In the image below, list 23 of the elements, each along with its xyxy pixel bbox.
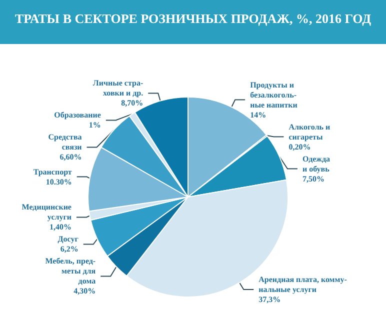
- data-label: 8,70%: [121, 98, 144, 108]
- slice-label: Алкоголь и сигареты: [288, 122, 331, 142]
- data-label: 4,30%: [74, 286, 96, 296]
- slice-label: Транспорт: [33, 167, 72, 176]
- data-label: 1%: [88, 120, 101, 130]
- slice-label: Досуг: [58, 234, 79, 244]
- data-label: 14%: [250, 110, 266, 120]
- data-label: 0,20%: [288, 142, 311, 152]
- slice-label: Продукты и безалкоголь- ные напитки: [250, 80, 298, 110]
- slice-label: Одежда и обувь: [302, 154, 330, 174]
- slice-label: Средства связи: [48, 132, 82, 152]
- slice-label: Личные стра- ховки и др.: [92, 78, 144, 98]
- data-label: 1,40%: [49, 222, 72, 232]
- slice-label: Образование: [54, 110, 102, 120]
- data-label: 7,50%: [302, 174, 324, 184]
- chart-title: ТРАТЫ В СЕКТОРЕ РОЗНИЧНЫХ ПРОДАЖ, %, 2016 ГОД: [14, 11, 372, 26]
- slice-label: Медицинские услуги: [22, 202, 72, 222]
- slice-label: Арендная плата, комму- нальные услуги: [258, 275, 348, 294]
- data-label: 37,3%: [258, 295, 281, 304]
- data-label: 10.30%: [46, 177, 72, 186]
- slice-label: Мебель, пред- меты для дома: [45, 256, 96, 286]
- data-label: 6,2%: [60, 244, 78, 254]
- data-label: 6,60%: [60, 152, 82, 162]
